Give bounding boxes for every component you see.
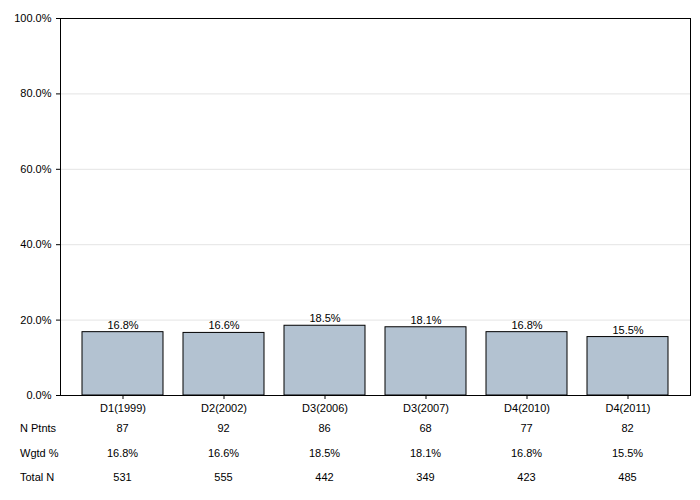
svg-text:20.0%: 20.0% [20, 314, 51, 326]
html-text:349: 349 [416, 471, 435, 483]
html-text:531: 531 [113, 471, 132, 483]
svg-text:15.5%: 15.5% [612, 324, 643, 336]
html-text:18.1%: 18.1% [409, 447, 442, 459]
svg-text:D1(1999): D1(1999) [100, 402, 146, 414]
html-text:N Ptnts: N Ptnts [20, 422, 57, 434]
html-text:Total N: Total N [20, 471, 55, 483]
svg-text:80.0%: 80.0% [20, 87, 51, 99]
svg-text:100.0%: 100.0% [14, 12, 52, 24]
svg-text:D4(2010): D4(2010) [504, 402, 550, 414]
html-text:423: 423 [517, 471, 536, 483]
html-text:555: 555 [214, 471, 233, 483]
svg-text:0.0%: 0.0% [26, 389, 51, 401]
svg-text:D4(2011): D4(2011) [605, 402, 650, 414]
html-text:86: 86 [318, 422, 331, 434]
html-text:485: 485 [618, 471, 637, 483]
svg-text:D2(2002): D2(2002) [201, 402, 247, 414]
html-text:82: 82 [621, 422, 634, 434]
svg-text:D3(2007): D3(2007) [403, 402, 449, 414]
html-text:442: 442 [315, 471, 334, 483]
svg-text:60.0%: 60.0% [20, 163, 51, 175]
html-text:68: 68 [419, 422, 432, 434]
svg-text:18.1%: 18.1% [410, 314, 441, 326]
svg-text:16.8%: 16.8% [107, 319, 138, 331]
html-text:92: 92 [217, 422, 230, 434]
html-text:16.8%: 16.8% [106, 447, 139, 459]
html-text:15.5%: 15.5% [611, 447, 644, 459]
html-text:87: 87 [116, 422, 129, 434]
html-text:77: 77 [520, 422, 533, 434]
html-text:Wgtd %: Wgtd % [20, 447, 59, 459]
svg-text:D3(2006): D3(2006) [302, 402, 348, 414]
svg-text:16.8%: 16.8% [511, 319, 542, 331]
svg-text:16.6%: 16.6% [208, 319, 239, 331]
html-text:16.8%: 16.8% [510, 447, 543, 459]
html-text:18.5%: 18.5% [308, 447, 341, 459]
html-text:16.6%: 16.6% [207, 447, 240, 459]
svg-text:18.5%: 18.5% [309, 312, 340, 324]
svg-text:40.0%: 40.0% [20, 238, 51, 250]
